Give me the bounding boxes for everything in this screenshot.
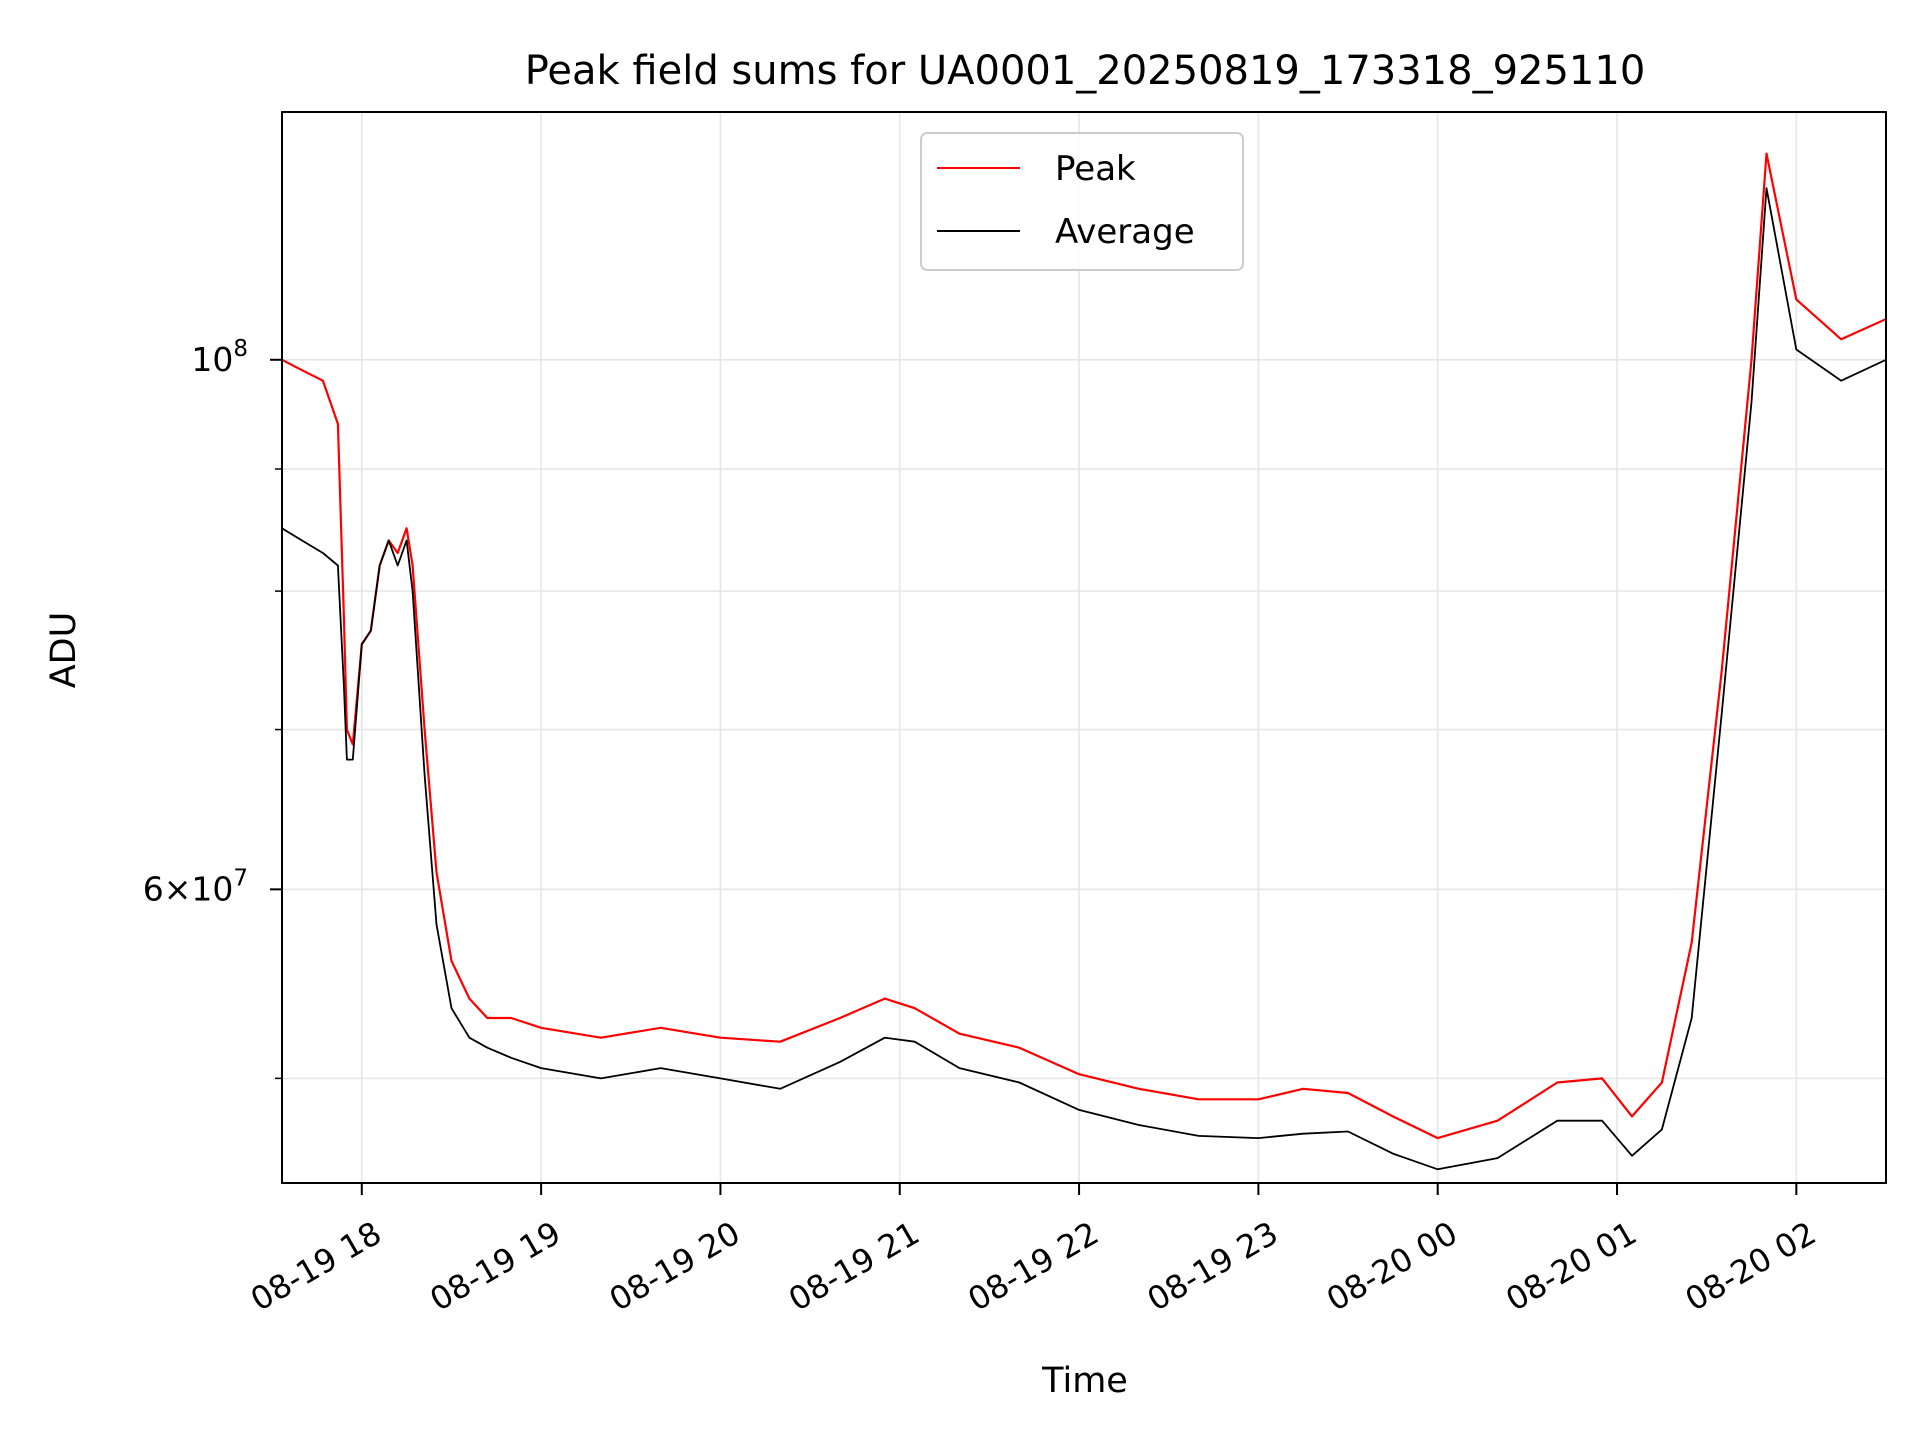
legend-label-average: Average <box>1055 212 1195 252</box>
plot-frame <box>281 111 1887 1184</box>
grid <box>282 112 1886 1183</box>
y-tick-label-base: 10 <box>191 340 233 379</box>
y-tick-label-exponent: 7 <box>233 865 248 891</box>
y-tick-label-base: 6×10 <box>143 869 234 908</box>
legend: Peak Average <box>920 132 1244 271</box>
legend-label-peak: Peak <box>1055 149 1136 189</box>
y-tick-label: 108 <box>191 336 248 379</box>
chart-title: Peak field sums for UA0001_20250819_1733… <box>525 48 1646 94</box>
x-axis-label: Time <box>1041 1361 1128 1401</box>
y-tick-label-exponent: 8 <box>233 336 248 362</box>
series-group <box>282 152 1886 1171</box>
y-tick-label: 6×107 <box>143 865 248 908</box>
series-line-average <box>282 187 1886 1171</box>
y-axis-label: ADU <box>44 612 84 689</box>
